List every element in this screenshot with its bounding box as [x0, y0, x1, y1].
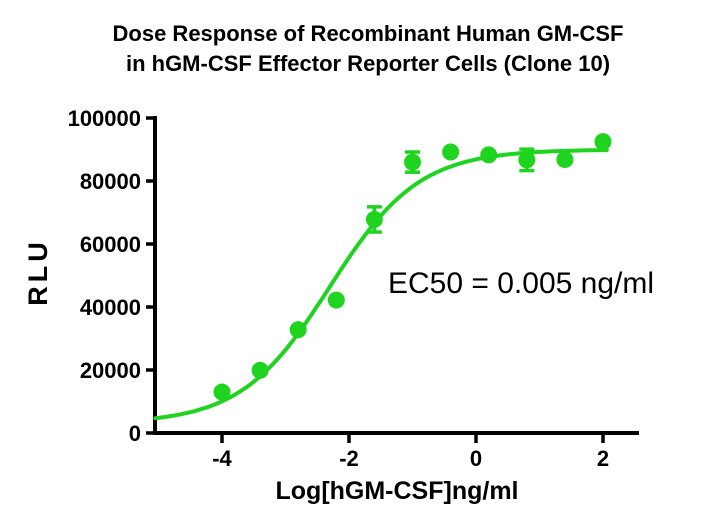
- chart-title-line1: Dose Response of Recombinant Human GM-CS…: [112, 21, 624, 46]
- data-point: [518, 151, 536, 169]
- error-bars: [366, 147, 535, 234]
- chart-title-line2: in hGM-CSF Effector Reporter Cells (Clon…: [125, 51, 611, 76]
- chart-title: Dose Response of Recombinant Human GM-CS…: [14, 19, 722, 79]
- x-tick-label: -2: [339, 446, 359, 471]
- y-tick-label: 100000: [68, 106, 141, 131]
- data-point: [251, 361, 269, 379]
- data-point: [404, 153, 421, 171]
- ec50-annotation: EC50 = 0.005 ng/ml: [388, 267, 655, 300]
- data-point: [442, 143, 460, 161]
- axis-lines: [153, 116, 639, 435]
- data-point: [556, 151, 574, 169]
- axes: [153, 116, 639, 435]
- data-point: [213, 383, 231, 401]
- x-tick-label: 2: [597, 446, 609, 471]
- data-point: [289, 321, 307, 339]
- data-points: [213, 133, 612, 401]
- x-axis-title: Log[hGM-CSF]ng/ml: [275, 477, 519, 505]
- axis-ticks: [146, 116, 605, 443]
- x-tick-label: 0: [470, 446, 482, 471]
- tick-labels: 0 20000 40000 60000 80000 100000 -4 -2 0 2: [68, 106, 610, 471]
- data-point: [480, 146, 498, 164]
- y-tick-label: 20000: [80, 358, 141, 383]
- y-tick-label: 80000: [80, 169, 141, 194]
- data-point: [365, 210, 383, 228]
- y-tick-label: 0: [129, 421, 141, 446]
- data-point: [327, 291, 345, 309]
- y-tick-label: 60000: [80, 232, 141, 257]
- x-tick-label: -4: [212, 446, 232, 471]
- y-tick-label: 40000: [80, 295, 141, 320]
- data-point: [594, 133, 612, 151]
